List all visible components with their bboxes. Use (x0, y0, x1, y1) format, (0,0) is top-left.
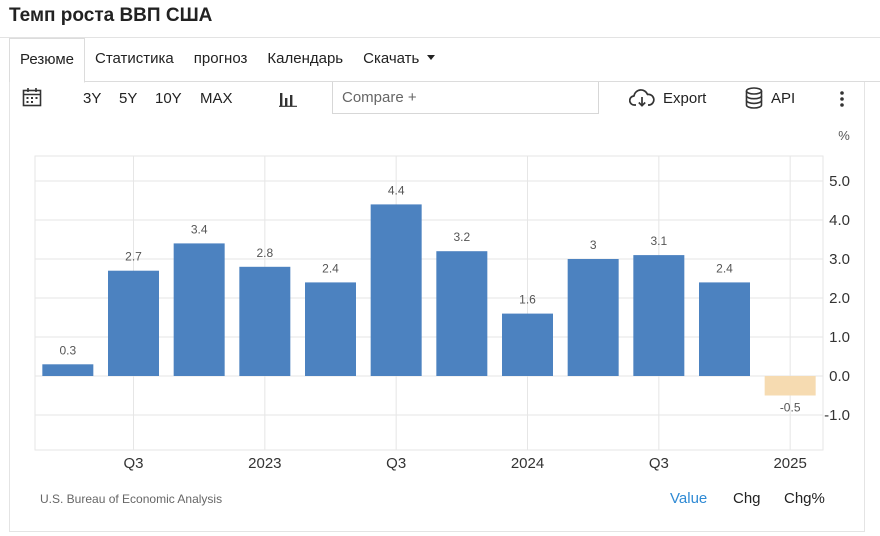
y-tick-label: 4.0 (829, 212, 850, 229)
bar[interactable] (108, 270, 159, 376)
x-tick-label: Q3 (123, 455, 143, 472)
database-icon (745, 87, 763, 109)
bar[interactable] (633, 255, 685, 376)
mode-value-button[interactable]: Value (670, 490, 708, 507)
tab-download-label: Скачать (363, 50, 420, 67)
mode-chg-percent-button[interactable]: Chg% (784, 490, 825, 507)
range-5y-button[interactable]: 5Y (119, 90, 138, 107)
bar[interactable] (502, 313, 553, 376)
caret-down-icon (427, 54, 436, 60)
y-tick-label: 2.0 (829, 290, 850, 307)
y-tick-label: 3.0 (829, 251, 850, 268)
title-divider (0, 37, 880, 38)
more-vertical-icon[interactable] (838, 90, 846, 108)
gdp-growth-chart: 0.3 2.7 3.4 2.8 2.4 4.4 3.2 1.6 3 3.1 2.4 -0.5 5.0 4… (34, 128, 850, 472)
plot-frame (34, 155, 824, 451)
tab-statistics[interactable]: Статистика (94, 50, 174, 67)
bar-value-label: 2.4 (716, 261, 733, 275)
x-tick-label: 2025 (773, 455, 806, 472)
bar-value-label: 1.6 (519, 293, 536, 307)
export-label: Export (663, 90, 707, 107)
tab-download[interactable]: Скачать (353, 38, 445, 82)
y-tick-label: 1.0 (829, 329, 850, 346)
bar-chart-icon[interactable] (279, 89, 297, 107)
bar-value-label: 3 (590, 238, 597, 252)
page-title: Темп роста ВВП США (9, 5, 213, 26)
bar[interactable] (764, 376, 816, 396)
x-tick-label: 2023 (248, 455, 281, 472)
bar[interactable] (173, 243, 225, 376)
bar-value-label: -0.5 (780, 401, 801, 415)
y-unit-label: % (838, 128, 850, 143)
range-max-button[interactable]: MAX (200, 90, 233, 107)
y-tick-label: 0.0 (829, 368, 850, 385)
bar[interactable] (305, 282, 356, 376)
tab-summary[interactable]: Резюме (9, 38, 85, 83)
x-tick-label: 2024 (511, 455, 544, 472)
bar-value-label: 2.8 (256, 246, 273, 260)
y-tick-label: 5.0 (829, 173, 850, 190)
api-label: API (771, 90, 796, 107)
range-3y-button[interactable]: 3Y (83, 90, 102, 107)
tab-bar: Резюме Статистика прогноз Календарь Скач… (9, 38, 880, 83)
tab-calendar[interactable]: Календарь (267, 50, 344, 67)
bar-value-label: 2.4 (322, 261, 339, 275)
x-tick-label: Q3 (386, 455, 406, 472)
bar-value-label: 3.4 (191, 222, 208, 236)
bar[interactable] (436, 251, 488, 376)
bar-value-label: 4.4 (388, 183, 405, 197)
bar[interactable] (239, 266, 291, 376)
bar-value-label: 3.2 (453, 230, 470, 244)
source-credit: U.S. Bureau of Economic Analysis (40, 492, 223, 506)
compare-input[interactable] (332, 82, 599, 114)
x-tick-label: Q3 (649, 455, 669, 472)
bar[interactable] (699, 282, 750, 376)
bar-value-label: 0.3 (59, 343, 76, 357)
cloud-download-icon (629, 89, 655, 107)
bar-value-label: 2.7 (125, 250, 142, 264)
bar[interactable] (370, 204, 422, 376)
calendar-icon[interactable] (22, 87, 42, 107)
y-tick-label: -1.0 (824, 407, 850, 424)
tab-forecast[interactable]: прогноз (193, 50, 248, 67)
chart-panel (9, 82, 865, 532)
bar-value-label: 3.1 (650, 234, 667, 248)
bar[interactable] (42, 364, 94, 376)
mode-chg-button[interactable]: Chg (733, 490, 761, 507)
range-10y-button[interactable]: 10Y (155, 90, 182, 107)
bar[interactable] (567, 259, 619, 376)
